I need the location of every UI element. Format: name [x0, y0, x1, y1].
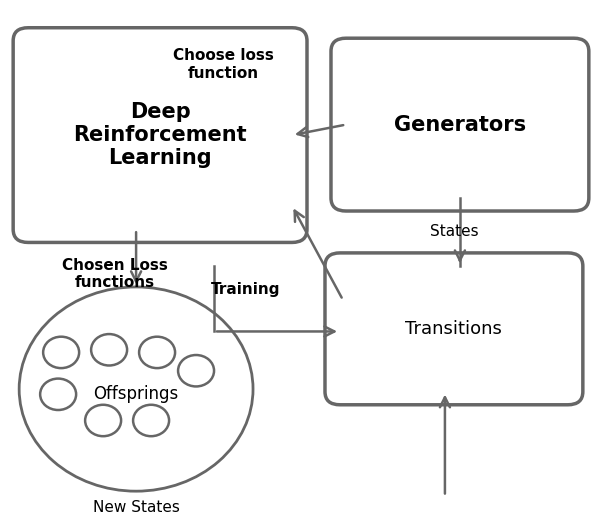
Circle shape [40, 379, 76, 410]
Circle shape [133, 405, 169, 436]
FancyBboxPatch shape [325, 253, 583, 405]
Circle shape [139, 337, 175, 368]
Circle shape [178, 355, 214, 386]
Text: States: States [430, 225, 478, 239]
Ellipse shape [19, 287, 253, 491]
Text: Transitions: Transitions [406, 320, 502, 338]
Text: Choose loss
function: Choose loss function [173, 48, 274, 80]
Text: Offsprings: Offsprings [94, 385, 179, 403]
Text: Deep
Reinforcement
Learning: Deep Reinforcement Learning [74, 102, 247, 168]
Circle shape [43, 337, 79, 368]
FancyBboxPatch shape [13, 28, 307, 243]
Circle shape [91, 334, 127, 365]
Circle shape [85, 405, 121, 436]
Text: New States: New States [92, 501, 179, 516]
FancyBboxPatch shape [331, 38, 589, 211]
Text: Training: Training [211, 282, 280, 297]
Text: Generators: Generators [394, 114, 526, 135]
Text: Chosen Loss
functions: Chosen Loss functions [62, 257, 168, 290]
